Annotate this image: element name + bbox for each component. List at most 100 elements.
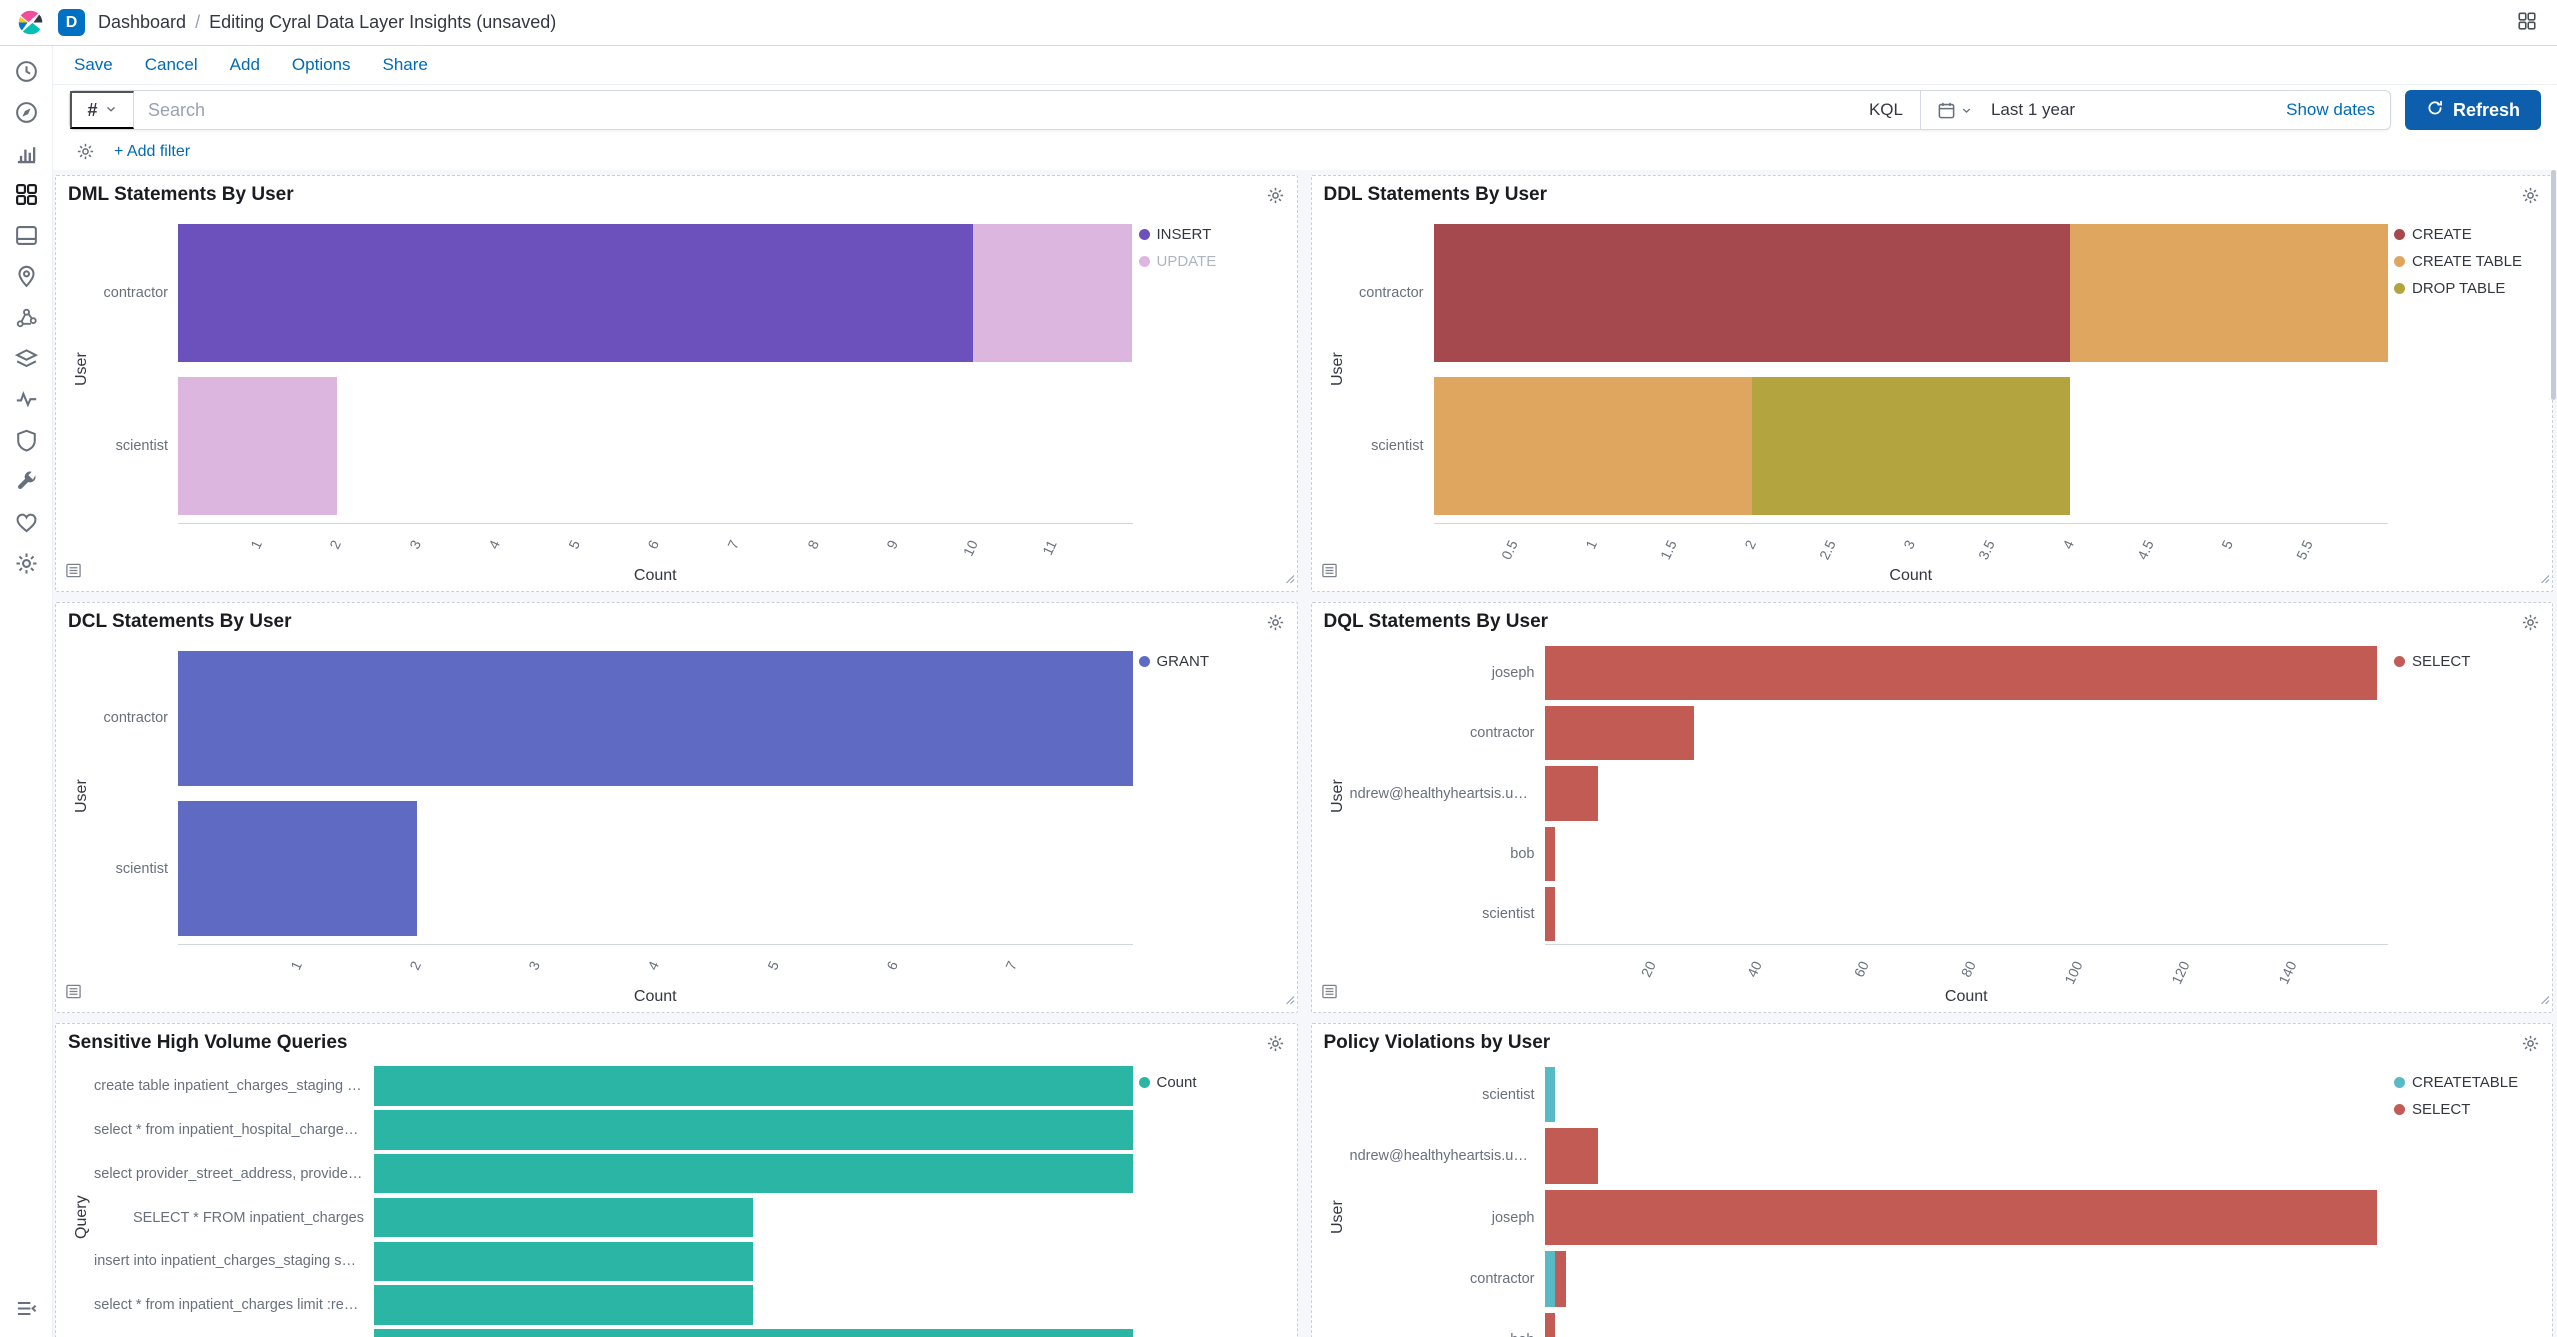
- bar[interactable]: [1544, 1251, 2389, 1307]
- bar-segment[interactable]: [2069, 223, 2388, 362]
- legend-item[interactable]: INSERT: [1138, 226, 1283, 243]
- spaces-icon[interactable]: [2513, 7, 2541, 38]
- bar[interactable]: [374, 1241, 1133, 1282]
- sidebar-item-dev-tools[interactable]: [0, 462, 53, 503]
- toolbar-options-button[interactable]: Options: [291, 55, 351, 74]
- bar-segment[interactable]: [1544, 1128, 1598, 1184]
- bar-segment[interactable]: [374, 1241, 754, 1282]
- sidebar-item-recently-viewed[interactable]: [0, 52, 53, 93]
- bar-segment[interactable]: [374, 1197, 754, 1238]
- show-dates-link[interactable]: Show dates: [2286, 100, 2375, 119]
- bar[interactable]: [374, 1285, 1133, 1325]
- legend-item[interactable]: UPDATE: [1138, 253, 1283, 270]
- bar-segment[interactable]: [1544, 1251, 1556, 1307]
- toolbar-save-button[interactable]: Save: [74, 55, 113, 74]
- bar-segment[interactable]: [374, 1153, 1133, 1194]
- bar-segment[interactable]: [178, 801, 417, 937]
- bar[interactable]: [1544, 646, 2389, 701]
- toolbar-cancel-button[interactable]: Cancel: [144, 55, 198, 74]
- panel-resize-handle[interactable]: [1281, 570, 1295, 589]
- bar-segment[interactable]: [178, 377, 338, 516]
- bar[interactable]: [1433, 223, 2389, 362]
- panel-resize-handle[interactable]: [1281, 991, 1295, 1010]
- bar[interactable]: [374, 1197, 1133, 1238]
- bar[interactable]: [374, 1066, 1133, 1106]
- sidebar-item-metrics[interactable]: [0, 339, 53, 380]
- legend-item[interactable]: SELECT: [2394, 653, 2538, 670]
- bar[interactable]: [374, 1153, 1133, 1194]
- bar-segment[interactable]: [1544, 766, 1598, 821]
- toolbar-share-button[interactable]: Share: [382, 55, 428, 74]
- sidebar-item-visualize[interactable]: [0, 134, 53, 175]
- panel-options-gear-icon[interactable]: [1264, 611, 1287, 637]
- bar-segment[interactable]: [374, 1066, 1133, 1106]
- bar-segment[interactable]: [1433, 223, 2070, 362]
- bar-segment[interactable]: [374, 1110, 1133, 1150]
- sidebar-item-machine-learning[interactable]: [0, 298, 53, 339]
- query-language-button[interactable]: KQL: [1852, 91, 1920, 129]
- bar-segment[interactable]: [973, 223, 1133, 362]
- bar-segment[interactable]: [1544, 826, 1556, 881]
- panel-options-gear-icon[interactable]: [2519, 611, 2542, 637]
- sidebar-item-dashboard[interactable]: [0, 175, 53, 216]
- legend-toggle-icon[interactable]: [1319, 560, 1340, 584]
- scrollbar-thumb[interactable]: [2551, 170, 2556, 400]
- bar-segment[interactable]: [1751, 377, 2070, 516]
- collapse-menu-icon[interactable]: [0, 1288, 53, 1329]
- panel-options-gear-icon[interactable]: [2519, 1032, 2542, 1058]
- sidebar-item-uptime[interactable]: [0, 380, 53, 421]
- bar-segment[interactable]: [1544, 1189, 2378, 1246]
- legend-toggle-icon[interactable]: [63, 560, 84, 584]
- search-input[interactable]: [134, 91, 1852, 129]
- legend-item[interactable]: CREATE: [2394, 226, 2538, 243]
- add-filter-link[interactable]: + Add filter: [114, 142, 191, 160]
- bar[interactable]: [178, 650, 1133, 786]
- bar[interactable]: [1544, 766, 2389, 821]
- legend-item[interactable]: CREATETABLE: [2394, 1074, 2538, 1091]
- bar[interactable]: [178, 377, 1133, 516]
- bar-segment[interactable]: [1544, 1312, 1556, 1337]
- toolbar-add-button[interactable]: Add: [229, 55, 260, 74]
- sidebar-item-monitoring[interactable]: [0, 503, 53, 544]
- bar-segment[interactable]: [178, 223, 974, 362]
- sidebar-item-siem[interactable]: [0, 421, 53, 462]
- bar-segment[interactable]: [1544, 646, 2378, 701]
- bar[interactable]: [374, 1110, 1133, 1150]
- bar[interactable]: [1544, 826, 2389, 881]
- bar[interactable]: [1544, 886, 2389, 941]
- breadcrumb-dashboard-link[interactable]: Dashboard: [98, 12, 187, 32]
- bar-segment[interactable]: [374, 1285, 754, 1325]
- sidebar-item-discover[interactable]: [0, 93, 53, 134]
- bar[interactable]: [178, 801, 1133, 937]
- bar-segment[interactable]: [1544, 1067, 1556, 1123]
- bar-segment[interactable]: [1555, 1251, 1566, 1307]
- filter-language-selector[interactable]: #: [70, 91, 134, 129]
- bar[interactable]: [1433, 377, 2389, 516]
- legend-item[interactable]: SELECT: [2394, 1101, 2538, 1118]
- time-range-value[interactable]: Last 1 year: [1990, 100, 2076, 119]
- bar[interactable]: [1544, 1189, 2389, 1246]
- panel-resize-handle[interactable]: [2536, 570, 2550, 589]
- sidebar-item-maps[interactable]: [0, 257, 53, 298]
- legend-item[interactable]: DROP TABLE: [2394, 280, 2538, 297]
- panel-options-gear-icon[interactable]: [1264, 1032, 1287, 1058]
- bar[interactable]: [1544, 1067, 2389, 1123]
- bar[interactable]: [1544, 1128, 2389, 1184]
- bar-segment[interactable]: [1544, 886, 1556, 941]
- bar-segment[interactable]: [1544, 706, 1694, 761]
- legend-item[interactable]: CREATE TABLE: [2394, 253, 2538, 270]
- bar-segment[interactable]: [374, 1329, 1133, 1337]
- panel-resize-handle[interactable]: [2536, 991, 2550, 1010]
- bar[interactable]: [1544, 1312, 2389, 1337]
- sidebar-item-canvas[interactable]: [0, 216, 53, 257]
- legend-item[interactable]: Count: [1138, 1074, 1283, 1091]
- bar-segment[interactable]: [1433, 377, 1752, 516]
- legend-item[interactable]: GRANT: [1138, 653, 1283, 670]
- panel-options-gear-icon[interactable]: [2519, 184, 2542, 210]
- refresh-button[interactable]: Refresh: [2404, 90, 2541, 130]
- panel-options-gear-icon[interactable]: [1264, 184, 1287, 210]
- bar-segment[interactable]: [178, 650, 1133, 786]
- bar[interactable]: [178, 223, 1133, 362]
- sidebar-item-management[interactable]: [0, 544, 53, 585]
- filter-settings-gear-icon[interactable]: [70, 141, 101, 162]
